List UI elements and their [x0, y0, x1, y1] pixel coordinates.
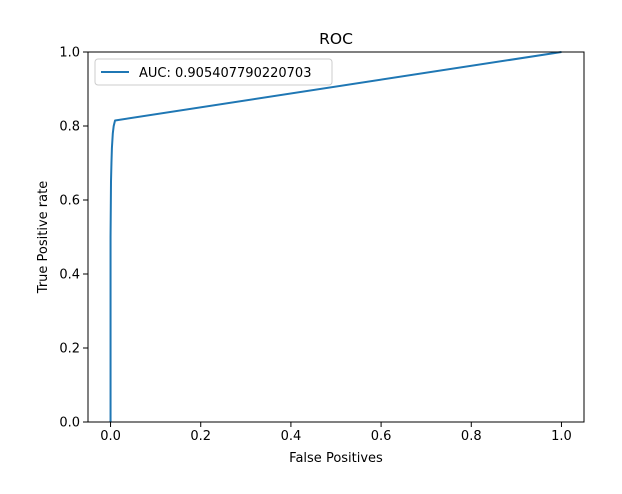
legend: AUC: 0.905407790220703	[94, 58, 333, 86]
axes-frame	[87, 51, 585, 423]
y-tick-label: 0.6	[59, 194, 80, 209]
series-layer	[109, 51, 562, 422]
legend-box	[94, 58, 333, 86]
x-axis-ticks: 0.0 0.2 0.4 0.6 0.8 1.0	[100, 422, 572, 444]
plot-area	[88, 52, 584, 422]
y-axis-label: True Positive rate	[36, 181, 51, 294]
y-axis-ticks: 0.0 0.2 0.4 0.6 0.8 1.0	[59, 46, 88, 431]
x-tick-label: 0.0	[100, 429, 121, 444]
x-axis-label: False Positives	[289, 451, 383, 466]
x-tick-label: 0.2	[190, 429, 211, 444]
x-tick-label: 0.4	[281, 429, 302, 444]
x-tick-label: 1.0	[551, 429, 572, 444]
y-tick-label: 0.0	[59, 416, 80, 431]
x-tick-label: 0.8	[461, 429, 482, 444]
y-tick-label: 0.2	[59, 342, 80, 357]
y-tick-label: 1.0	[59, 46, 80, 61]
legend-entry-auc: AUC: 0.905407790220703	[139, 66, 311, 81]
y-tick-label: 0.8	[59, 120, 80, 135]
x-tick-label: 0.6	[371, 429, 392, 444]
roc-curve-line	[109, 51, 562, 422]
chart-title: ROC	[319, 30, 353, 48]
y-tick-label: 0.4	[59, 268, 80, 283]
